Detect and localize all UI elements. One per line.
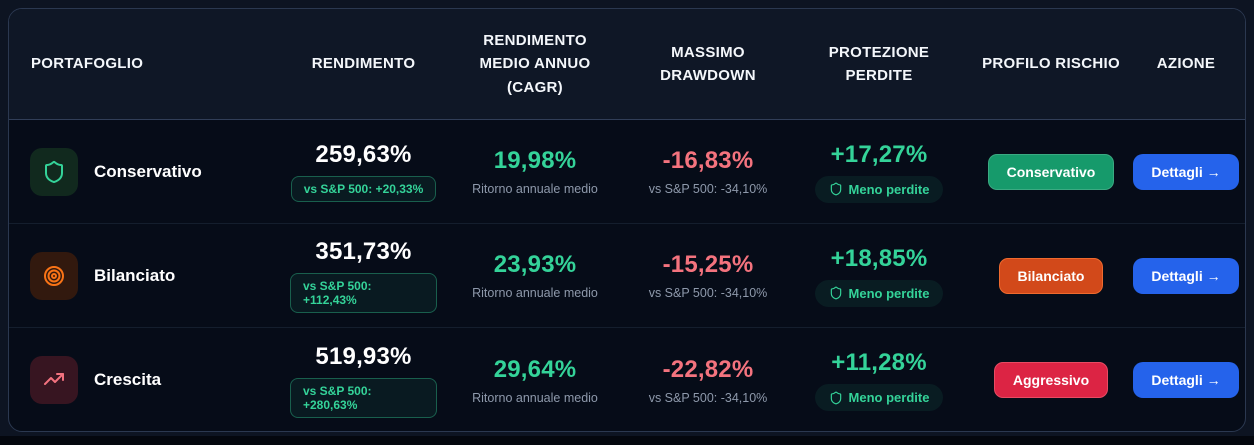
table-row: Conservativo 259,63% vs S&P 500: +20,33%…: [9, 120, 1245, 224]
protezione-value: +18,85%: [830, 244, 928, 272]
risk-profile-badge: Aggressivo: [993, 362, 1109, 398]
table-row: Crescita 519,93% vs S&P 500: +280,63% 29…: [9, 328, 1245, 431]
cagr-value: 23,93%: [493, 251, 577, 278]
cagr-value: 19,98%: [493, 147, 577, 174]
rendimento-value: 351,73%: [315, 238, 412, 265]
protezione-value: +17,27%: [830, 140, 928, 168]
vs-sp500-badge: vs S&P 500: +20,33%: [290, 176, 437, 202]
portfolio-comparison-table: PORTAFOGLIO RENDIMENTO RENDIMENTO MEDIO …: [8, 8, 1246, 432]
cagr-note: Ritorno annuale medio: [472, 390, 598, 405]
meno-perdite-label: Meno perdite: [848, 390, 930, 405]
vs-sp500-badge: vs S&P 500: +280,63%: [290, 377, 437, 418]
risk-profile-badge: Bilanciato: [998, 257, 1104, 294]
drawdown-note: vs S&P 500: -34,10%: [648, 182, 768, 196]
shield-icon: [830, 182, 841, 196]
meno-perdite-pill: Meno perdite: [814, 175, 944, 203]
protezione-value: +11,28%: [831, 349, 927, 376]
portfolio-name: Conservativo: [94, 161, 202, 181]
meno-perdite-pill: Meno perdite: [814, 384, 944, 411]
drawdown-note: vs S&P 500: -34,10%: [648, 286, 768, 300]
meno-perdite-label: Meno perdite: [848, 181, 930, 197]
dettagli-button[interactable]: Dettagli →: [1133, 362, 1239, 398]
dettagli-button[interactable]: Dettagli →: [1133, 257, 1239, 294]
drawdown-value: -16,83%: [662, 147, 754, 174]
header-portafoglio: PORTAFOGLIO: [31, 55, 144, 73]
header-drawdown: MASSIMO DRAWDOWN: [660, 43, 756, 84]
dettagli-button[interactable]: Dettagli →: [1133, 153, 1239, 190]
cagr-note: Ritorno annuale medio: [472, 182, 598, 196]
header-cagr: RENDIMENTO MEDIO ANNUO (CAGR): [479, 32, 591, 96]
vs-sp500-badge: vs S&P 500: +112,43%: [290, 273, 437, 313]
cagr-value: 29,64%: [493, 355, 577, 383]
drawdown-note: vs S&P 500: -34,10%: [648, 390, 768, 405]
target-icon: [30, 251, 78, 300]
rendimento-value: 259,63%: [315, 141, 412, 168]
rendimento-value: 519,93%: [315, 342, 412, 370]
header-protezione: PROTEZIONE PERDITE: [828, 43, 930, 84]
drawdown-value: -15,25%: [662, 251, 754, 278]
bottom-divider: [0, 436, 1254, 445]
shield-icon: [830, 286, 841, 300]
risk-profile-badge: Conservativo: [987, 153, 1115, 190]
table-header-row: PORTAFOGLIO RENDIMENTO RENDIMENTO MEDIO …: [9, 9, 1245, 120]
portfolio-name: Bilanciato: [94, 265, 176, 285]
header-profilo-rischio: PROFILO RISCHIO: [982, 55, 1120, 73]
trending-up-icon: [30, 356, 78, 404]
table-row: Bilanciato 351,73% vs S&P 500: +112,43% …: [9, 224, 1245, 328]
meno-perdite-label: Meno perdite: [848, 285, 930, 301]
cagr-note: Ritorno annuale medio: [472, 286, 598, 300]
portfolio-name: Crescita: [94, 370, 162, 389]
drawdown-value: -22,82%: [662, 355, 754, 383]
shield-icon: [30, 147, 78, 196]
meno-perdite-pill: Meno perdite: [814, 279, 944, 307]
header-rendimento: RENDIMENTO: [311, 55, 416, 73]
shield-icon: [830, 391, 841, 404]
header-azione: AZIONE: [1156, 55, 1216, 73]
